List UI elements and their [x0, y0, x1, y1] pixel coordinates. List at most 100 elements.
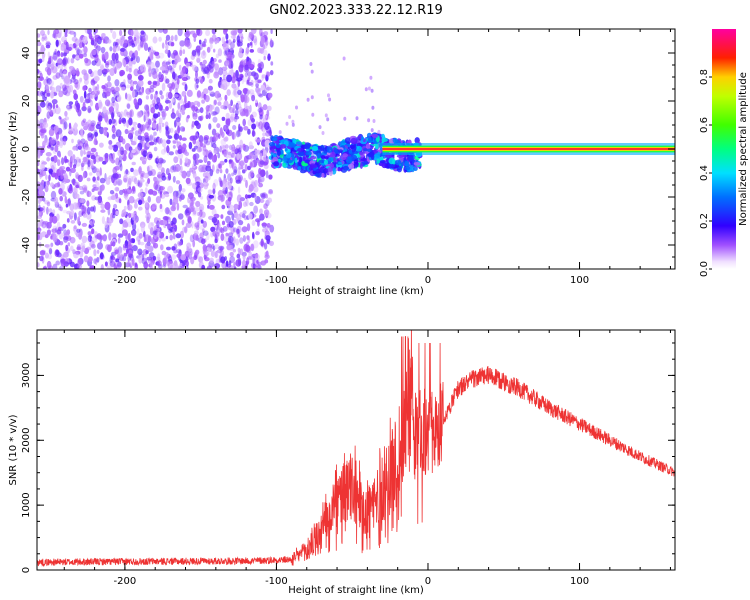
heatmap-cell: [45, 40, 51, 45]
heatmap-cell: [58, 188, 63, 195]
heatmap-cell: [146, 241, 151, 247]
heatmap-cell: [174, 88, 178, 94]
heatmap-cell: [80, 133, 84, 138]
heatmap-cell: [114, 186, 120, 192]
heatmap-cell: [213, 99, 218, 106]
heatmap-cell: [93, 129, 98, 138]
heatmap-cell: [379, 142, 383, 148]
heatmap-cell: [99, 252, 104, 260]
heatmap-cell: [192, 172, 197, 177]
heatmap-cell: [177, 265, 181, 269]
heatmap-cell: [139, 40, 144, 49]
heatmap-cell: [249, 114, 254, 121]
heatmap-cell: [56, 252, 62, 258]
heatmap-cell: [72, 154, 76, 161]
heatmap-cell: [242, 210, 247, 215]
heatmap-cell: [152, 134, 155, 142]
heatmap-cell: [130, 57, 134, 62]
heatmap-cell: [321, 131, 325, 135]
heatmap-cell: [81, 120, 86, 127]
heatmap-cell: [164, 193, 170, 198]
heatmap-cell: [63, 177, 67, 185]
heatmap-cell: [413, 162, 421, 166]
heatmap-cell: [97, 69, 103, 76]
heatmap-cell: [147, 166, 150, 173]
heatmap-cell: [41, 163, 45, 171]
heatmap-cell: [168, 228, 173, 234]
heatmap-cell: [182, 143, 187, 150]
heatmap-cell: [250, 243, 254, 251]
heatmap-cell: [149, 84, 155, 90]
heatmap-cell: [256, 89, 261, 95]
heatmap-cell: [221, 116, 226, 121]
heatmap-cell: [163, 190, 166, 196]
heatmap-cell: [77, 174, 83, 183]
heatmap-cell: [222, 75, 226, 81]
heatmap-cell: [127, 259, 130, 267]
heatmap-cell: [133, 210, 137, 216]
heatmap-cell: [176, 202, 180, 211]
heatmap-cell: [90, 120, 96, 127]
heatmap-cell: [69, 261, 75, 268]
heatmap-cell: [260, 84, 266, 91]
heatmap-cell: [359, 162, 363, 169]
heatmap-cell: [280, 144, 287, 149]
heatmap-cell: [84, 57, 89, 64]
heatmap-cell: [265, 86, 272, 91]
heatmap-cell: [59, 64, 64, 73]
heatmap-cell: [94, 131, 98, 137]
heatmap-cell: [56, 52, 61, 58]
heatmap-cell: [148, 135, 152, 141]
heatmap-cell: [324, 168, 328, 173]
heatmap-cell: [288, 115, 292, 119]
heatmap-cell: [259, 208, 263, 215]
heatmap-cell: [246, 223, 251, 232]
heatmap-cell: [48, 128, 55, 137]
heatmap-cell: [241, 77, 245, 85]
heatmap-cell: [37, 33, 41, 38]
heatmap-cell: [165, 34, 171, 41]
heatmap-cell: [42, 197, 46, 202]
heatmap-cell: [147, 196, 151, 203]
heatmap-cell: [50, 90, 54, 99]
heatmap-cell: [233, 166, 238, 174]
heatmap-cell: [206, 72, 210, 79]
heatmap-cell: [309, 62, 313, 66]
heatmap-cell: [181, 137, 187, 141]
heatmap-cell: [284, 147, 288, 152]
heatmap-cell: [73, 78, 79, 85]
heatmap-cell: [407, 154, 414, 162]
heatmap-cell: [48, 109, 54, 114]
heatmap-cell: [107, 39, 112, 44]
heatmap-cell: [212, 188, 216, 195]
heatmap-cell: [195, 181, 201, 187]
heatmap-cell: [73, 187, 77, 193]
heatmap-cell: [302, 156, 306, 161]
heatmap-cell: [194, 207, 200, 212]
heatmap-cell: [89, 265, 96, 269]
heatmap-cell: [245, 198, 249, 207]
heatmap-cell: [198, 256, 204, 263]
heatmap-cell: [82, 85, 87, 91]
heatmap-cell: [44, 66, 50, 73]
heatmap-cell: [233, 261, 236, 268]
heatmap-cell: [165, 130, 170, 137]
heatmap-cell: [86, 177, 91, 182]
heatmap-cell: [66, 104, 70, 109]
heatmap-cell: [248, 152, 254, 160]
heatmap-cell: [252, 35, 258, 44]
heatmap-cell: [193, 36, 197, 42]
heatmap-cell: [91, 228, 95, 235]
heatmap-cell: [213, 48, 216, 53]
heatmap-cell: [246, 90, 251, 94]
heatmap-cell: [206, 265, 212, 269]
heatmap-cell: [158, 117, 163, 125]
heatmap-cell: [203, 38, 207, 44]
heatmap-cell: [157, 264, 163, 269]
heatmap-cell: [245, 179, 248, 189]
heatmap-cell: [123, 205, 127, 211]
heatmap-cell: [156, 97, 161, 105]
heatmap-cell: [102, 39, 106, 44]
heatmap-cell: [134, 50, 138, 58]
heatmap-cell: [128, 95, 132, 101]
